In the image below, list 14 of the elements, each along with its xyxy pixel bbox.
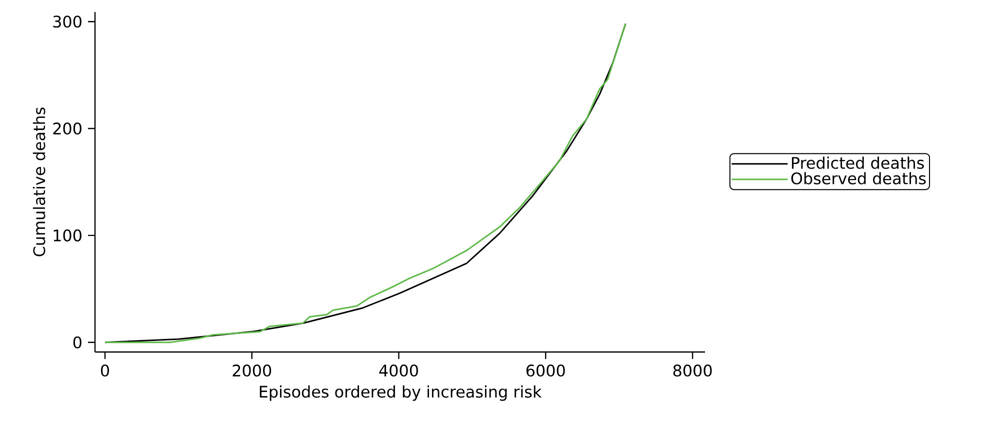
x-tick-label: 4000 (379, 364, 418, 377)
legend-label: Observed deaths (791, 172, 926, 184)
x-tick-label: 2000 (232, 364, 272, 377)
x-tick-label: 0 (100, 364, 109, 377)
y-tick-label: 300 (53, 16, 82, 28)
y-tick-label: 0 (73, 336, 82, 348)
x-axis-title: Episodes ordered by increasing risk (260, 385, 542, 401)
y-tick-label: 200 (53, 122, 82, 135)
legend-label: Predicted deaths (792, 156, 924, 169)
x-tick-label: 6000 (526, 364, 565, 377)
x-tick-label: 8000 (673, 364, 712, 377)
y-axis-title: Cumulative deaths (32, 108, 46, 256)
y-tick-label: 100 (54, 229, 82, 242)
line-series (104, 23, 626, 344)
